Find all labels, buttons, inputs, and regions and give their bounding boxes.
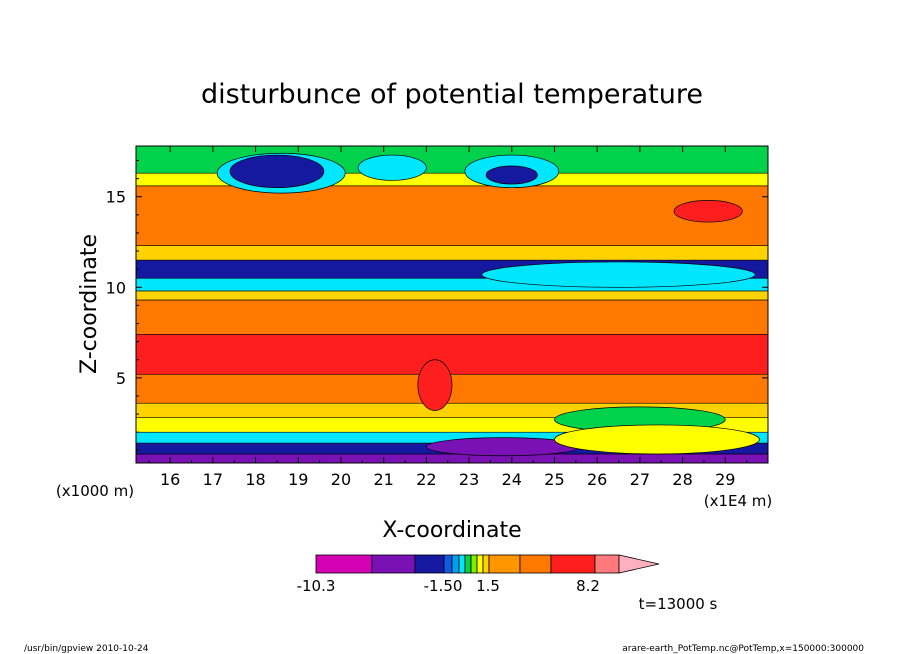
y-tick-label: 5 <box>116 369 126 388</box>
x-axis: 16 17 18 19 20 21 22 23 24 25 26 27 28 29 <box>148 146 748 489</box>
chart-title: disturbunce of potential temperature <box>201 79 703 110</box>
colorbar-segment <box>550 554 596 574</box>
colorbar-segment <box>594 554 620 574</box>
contour-feature <box>485 165 538 185</box>
contour-band <box>136 185 768 246</box>
colorbar-segment <box>414 554 445 574</box>
y-tick-label: 10 <box>106 278 126 297</box>
x-axis-label: X-coordinate <box>382 518 521 543</box>
x-tick-label: 17 <box>203 470 223 489</box>
y-tick-label: 15 <box>106 188 126 207</box>
contour-feature <box>554 424 760 455</box>
x-tick-label: 29 <box>715 470 735 489</box>
contour-feature <box>417 359 453 411</box>
contour-band <box>136 290 768 301</box>
colorbar-segment <box>464 554 472 574</box>
contour-band <box>136 245 768 261</box>
x-tick-label: 25 <box>544 470 564 489</box>
colorbar-segment <box>482 554 490 574</box>
contour-feature <box>481 261 756 288</box>
contour-band <box>136 453 768 463</box>
colorbar-label-max: 8.2 <box>576 577 600 595</box>
x-tick-label: 16 <box>160 470 180 489</box>
colorbar-segment <box>371 554 416 574</box>
footer-right: arare-earth_PotTemp.nc@PotTemp,x=150000:… <box>622 644 864 654</box>
colorbar-segment <box>476 554 484 574</box>
colorbar-segment <box>451 554 460 574</box>
contour-band <box>136 299 768 335</box>
contour-bands <box>136 146 768 463</box>
x-tick-label: 23 <box>459 470 479 489</box>
x-tick-label: 24 <box>502 470 522 489</box>
colorbar-label-pos: 1.5 <box>476 577 500 595</box>
contour-feature <box>357 154 427 181</box>
colorbar-arrow <box>618 554 660 574</box>
colorbar-segment <box>443 554 453 574</box>
contour-feature <box>229 154 325 189</box>
y-axis: 5 10 15 <box>106 159 768 451</box>
x-tick-label: 28 <box>672 470 692 489</box>
footer-left: /usr/bin/gpview 2010-10-24 <box>24 644 149 654</box>
colorbar-labels: -10.3 -1.50 1.5 8.2 <box>297 577 600 595</box>
x-tick-label: 21 <box>373 470 393 489</box>
x-tick-label: 18 <box>245 470 265 489</box>
x-tick-label: 19 <box>288 470 308 489</box>
x-tick-label: 20 <box>331 470 351 489</box>
colorbar-label-min: -10.3 <box>297 577 336 595</box>
colorbar-label-neg: -1.50 <box>424 577 463 595</box>
contour-features <box>216 152 760 457</box>
x-tick-label: 26 <box>587 470 607 489</box>
x-tick-label: 27 <box>630 470 650 489</box>
contour-feature <box>673 199 743 223</box>
y-axis-label: Z-coordinate <box>77 234 102 374</box>
plot-area <box>136 146 768 463</box>
contour-band <box>136 334 768 375</box>
y-unit-label: (x1000 m) <box>56 482 134 500</box>
colorbar-segment <box>488 554 521 574</box>
colorbar-segment <box>315 554 373 574</box>
x-tick-label: 22 <box>416 470 436 489</box>
colorbar-segment <box>470 554 478 574</box>
colorbar <box>315 554 660 574</box>
x-unit-label: (x1E4 m) <box>704 492 773 510</box>
colorbar-segment <box>458 554 466 574</box>
colorbar-segment <box>519 554 552 574</box>
plot-frame <box>135 145 769 464</box>
time-label: t=13000 s <box>639 595 718 613</box>
